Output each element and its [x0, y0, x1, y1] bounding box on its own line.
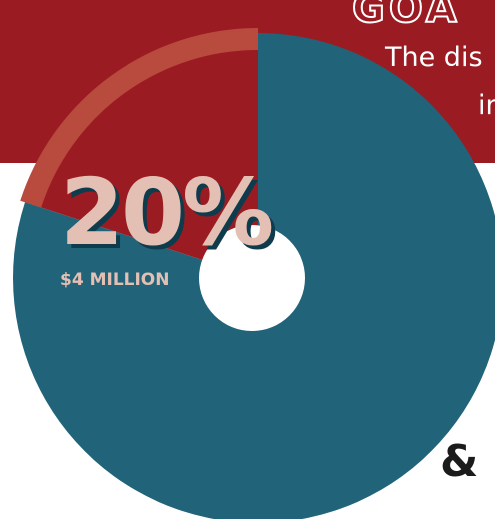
highlight-arc [20, 28, 259, 208]
ampersand-glyph: & [440, 436, 479, 487]
pie-slice-remaining [13, 33, 495, 519]
slice-value-label: $4 MILLION [60, 270, 170, 290]
percent-label: 20% [60, 159, 272, 266]
subtitle-line-1: The dis [385, 42, 483, 73]
goal-title: GOA [351, 0, 461, 33]
percent-label-shadow: 20% [64, 163, 276, 270]
subtitle-line-2: in [478, 90, 495, 121]
pie-slice-20-percent [24, 33, 259, 278]
donut-hole [199, 225, 305, 331]
